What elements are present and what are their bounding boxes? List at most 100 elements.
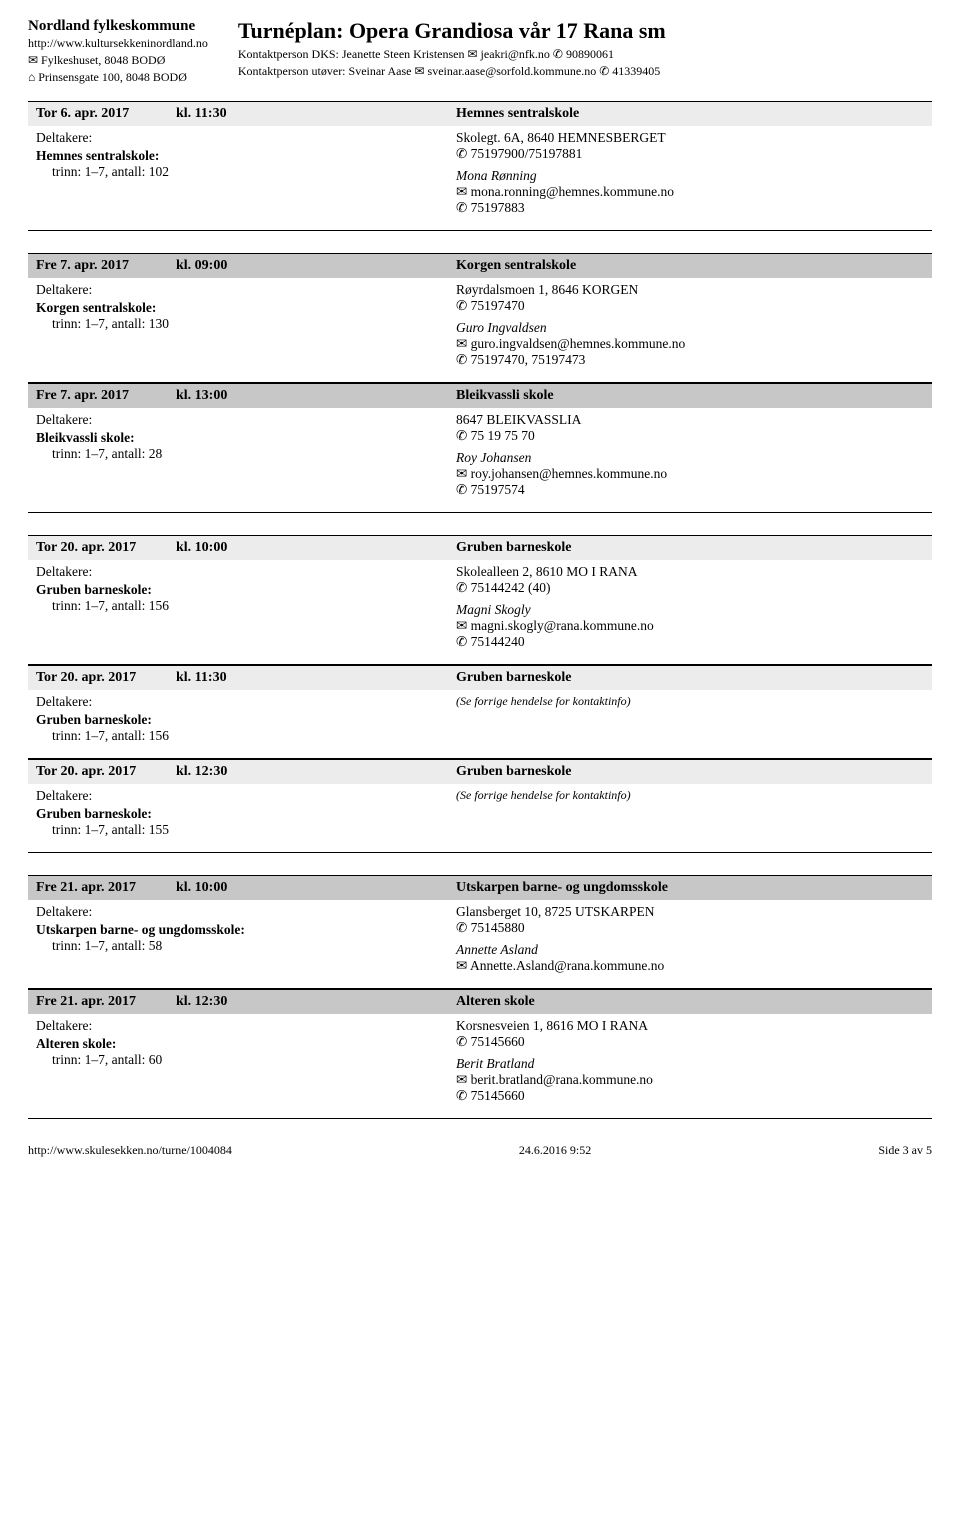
event-body: Deltakere: Bleikvassli skole:trinn: 1–7, …: [28, 408, 932, 513]
org-url: http://www.kultursekkeninordland.no: [28, 35, 208, 52]
contact-person: Magni Skogly: [456, 602, 924, 618]
event-time: kl. 12:30: [176, 764, 296, 780]
page-header: Nordland fylkeskommune http://www.kultur…: [28, 18, 932, 85]
event-header: Fre 7. apr. 2017kl. 13:00Bleikvassli sko…: [28, 384, 932, 408]
event-time: kl. 09:00: [176, 258, 296, 274]
event: Fre 7. apr. 2017kl. 13:00Bleikvassli sko…: [28, 383, 932, 513]
deltakere-label: Deltakere:: [36, 904, 456, 920]
events-root: Tor 6. apr. 2017kl. 11:30Hemnes sentrals…: [28, 101, 932, 1119]
contact-person: Berit Bratland: [456, 1056, 924, 1072]
phone-line: ✆ 75197900/75197881: [456, 146, 924, 162]
trinn-line: trinn: 1–7, antall: 130: [36, 316, 456, 332]
email-line: ✉ berit.bratland@rana.kommune.no: [456, 1072, 924, 1088]
event-body: Deltakere: Utskarpen barne- og ungdomssko…: [28, 900, 932, 989]
email-line: ✉ magni.skogly@rana.kommune.no: [456, 618, 924, 634]
event-venue: Alteren skole: [296, 994, 924, 1010]
contact-dks: Kontaktperson DKS: Jeanette Steen Kriste…: [238, 46, 932, 63]
deltakere-label: Deltakere:: [36, 564, 456, 580]
deltakere-label: Deltakere:: [36, 282, 456, 298]
event-date: Tor 20. apr. 2017: [36, 670, 176, 686]
school-name: Utskarpen barne- og ungdomsskole:: [36, 922, 456, 938]
contact-person: Guro Ingvaldsen: [456, 320, 924, 336]
event-left: Deltakere:Hemnes sentralskole:trinn: 1–7…: [36, 130, 456, 216]
school-name: Korgen sentralskole:: [36, 300, 456, 316]
event-right: (Se forrige hendelse for kontaktinfo): [456, 788, 924, 838]
school-name: Alteren skole:: [36, 1036, 456, 1052]
trinn-line: trinn: 1–7, antall: 155: [36, 822, 456, 838]
deltakere-label: Deltakere:: [36, 788, 456, 804]
event-header: Fre 21. apr. 2017kl. 10:00Utskarpen barn…: [28, 876, 932, 900]
event-body: Deltakere: Korgen sentralskole:trinn: 1–7…: [28, 278, 932, 383]
event-date: Tor 20. apr. 2017: [36, 540, 176, 556]
event-left: Deltakere:Gruben barneskole:trinn: 1–7, …: [36, 564, 456, 650]
event: Tor 6. apr. 2017kl. 11:30Hemnes sentrals…: [28, 101, 932, 231]
phone-line: ✆ 75197470: [456, 298, 924, 314]
event-time: kl. 10:00: [176, 880, 296, 896]
event-date: Fre 7. apr. 2017: [36, 258, 176, 274]
event-venue: Gruben barneskole: [296, 670, 924, 686]
phone-line: ✆ 75145660: [456, 1034, 924, 1050]
event-group: Fre 21. apr. 2017kl. 10:00Utskarpen barn…: [28, 875, 932, 1119]
phone2-line: ✆ 75197470, 75197473: [456, 352, 924, 368]
event-right: Skolegt. 6A, 8640 HEMNESBERGET✆ 75197900…: [456, 130, 924, 216]
org-postal: ✉ Fylkeshuset, 8048 BODØ: [28, 52, 208, 69]
event-right: Røyrdalsmoen 1, 8646 KORGEN✆ 75197470 Gur…: [456, 282, 924, 368]
event-right: 8647 BLEIKVASSLIA✆ 75 19 75 70Roy Johans…: [456, 412, 924, 498]
event-header: Tor 6. apr. 2017kl. 11:30Hemnes sentrals…: [28, 102, 932, 126]
org-block: Nordland fylkeskommune http://www.kultur…: [28, 18, 208, 85]
address-line: Glansberget 10, 8725 UTSKARPEN: [456, 904, 924, 920]
event-venue: Hemnes sentralskole: [296, 106, 924, 122]
contact-person: Roy Johansen: [456, 450, 924, 466]
trinn-line: trinn: 1–7, antall: 58: [36, 938, 456, 954]
phone2-line: ✆ 75197574: [456, 482, 924, 498]
tour-title: Turnéplan: Opera Grandiosa vår 17 Rana s…: [238, 18, 932, 44]
phone2-line: ✆ 75144240: [456, 634, 924, 650]
email-line: ✉ mona.ronning@hemnes.kommune.no: [456, 184, 924, 200]
event-date: Tor 20. apr. 2017: [36, 764, 176, 780]
page-footer: http://www.skulesekken.no/turne/1004084 …: [28, 1141, 932, 1160]
event-right: Skolealleen 2, 8610 MO I RANA✆ 75144242 …: [456, 564, 924, 650]
event-left: Deltakere: Korgen sentralskole:trinn: 1–7…: [36, 282, 456, 368]
event-right: (Se forrige hendelse for kontaktinfo): [456, 694, 924, 744]
trinn-line: trinn: 1–7, antall: 28: [36, 446, 456, 462]
address-line: Skolegt. 6A, 8640 HEMNESBERGET: [456, 130, 924, 146]
contact-person: Annette Asland: [456, 942, 924, 958]
event-time: kl. 11:30: [176, 106, 296, 122]
event-venue: Utskarpen barne- og ungdomsskole: [296, 880, 924, 896]
phone-line: ✆ 75144242 (40): [456, 580, 924, 596]
ref-text: (Se forrige hendelse for kontaktinfo): [456, 694, 924, 709]
event-body: Deltakere:Gruben barneskole:trinn: 1–7, …: [28, 784, 932, 853]
ref-text: (Se forrige hendelse for kontaktinfo): [456, 788, 924, 803]
phone2-line: ✆ 75145660: [456, 1088, 924, 1104]
event-body: Deltakere: Alteren skole:trinn: 1–7, anta…: [28, 1014, 932, 1119]
deltakere-label: Deltakere:: [36, 412, 456, 428]
footer-date: 24.6.2016 9:52: [519, 1143, 591, 1158]
event-venue: Korgen sentralskole: [296, 258, 924, 274]
trinn-line: trinn: 1–7, antall: 102: [36, 164, 456, 180]
school-name: Bleikvassli skole:: [36, 430, 456, 446]
deltakere-label: Deltakere:: [36, 1018, 456, 1034]
event-time: kl. 11:30: [176, 670, 296, 686]
email-line: ✉ roy.johansen@hemnes.kommune.no: [456, 466, 924, 482]
event-venue: Gruben barneskole: [296, 540, 924, 556]
event-time: kl. 10:00: [176, 540, 296, 556]
event-header: Fre 21. apr. 2017kl. 12:30Alteren skole: [28, 990, 932, 1014]
event-header: Tor 20. apr. 2017kl. 10:00Gruben barnesk…: [28, 536, 932, 560]
event: Tor 20. apr. 2017kl. 10:00Gruben barnesk…: [28, 535, 932, 665]
trinn-line: trinn: 1–7, antall: 60: [36, 1052, 456, 1068]
contact-performer: Kontaktperson utøver: Sveinar Aase ✉ sve…: [238, 63, 932, 80]
footer-page: Side 3 av 5: [878, 1143, 932, 1158]
event-header: Tor 20. apr. 2017kl. 11:30Gruben barnesk…: [28, 666, 932, 690]
address-line: Korsnesveien 1, 8616 MO I RANA: [456, 1018, 924, 1034]
footer-url: http://www.skulesekken.no/turne/1004084: [28, 1143, 232, 1158]
phone2-line: ✆ 75197883: [456, 200, 924, 216]
event: Tor 20. apr. 2017kl. 11:30Gruben barnesk…: [28, 665, 932, 759]
event-left: Deltakere:Gruben barneskole:trinn: 1–7, …: [36, 788, 456, 838]
event-venue: Gruben barneskole: [296, 764, 924, 780]
address-line: Røyrdalsmoen 1, 8646 KORGEN: [456, 282, 924, 298]
address-line: 8647 BLEIKVASSLIA: [456, 412, 924, 428]
event-group: Fre 7. apr. 2017kl. 09:00Korgen sentrals…: [28, 253, 932, 513]
event-venue: Bleikvassli skole: [296, 388, 924, 404]
title-block: Turnéplan: Opera Grandiosa vår 17 Rana s…: [208, 18, 932, 85]
email-line: ✉ Annette.Asland@rana.kommune.no: [456, 958, 924, 974]
